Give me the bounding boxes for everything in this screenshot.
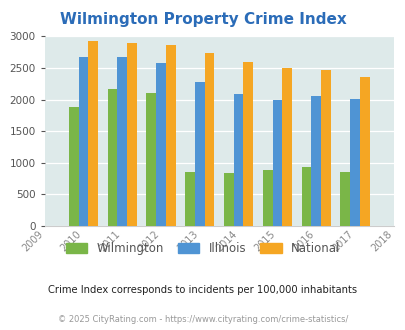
Bar [243,62,253,226]
Bar [117,56,127,226]
Bar [146,93,156,226]
Bar [233,94,243,226]
Bar [359,77,369,226]
Bar [301,167,311,226]
Bar [194,82,204,226]
Bar [166,45,175,226]
Bar [272,100,281,226]
Bar [349,99,359,226]
Bar [311,96,320,226]
Bar [107,89,117,226]
Text: Wilmington Property Crime Index: Wilmington Property Crime Index [60,12,345,26]
Bar [127,43,136,226]
Bar [224,173,233,226]
Legend: Wilmington, Illinois, National: Wilmington, Illinois, National [61,237,344,260]
Bar [69,107,79,226]
Bar [281,68,291,226]
Bar [340,172,349,226]
Bar [320,70,330,226]
Bar [156,63,166,226]
Bar [185,172,194,226]
Text: © 2025 CityRating.com - https://www.cityrating.com/crime-statistics/: © 2025 CityRating.com - https://www.city… [58,315,347,324]
Text: Crime Index corresponds to incidents per 100,000 inhabitants: Crime Index corresponds to incidents per… [48,285,357,295]
Bar [262,170,272,226]
Bar [204,53,214,226]
Bar [88,41,98,226]
Bar [79,57,88,226]
